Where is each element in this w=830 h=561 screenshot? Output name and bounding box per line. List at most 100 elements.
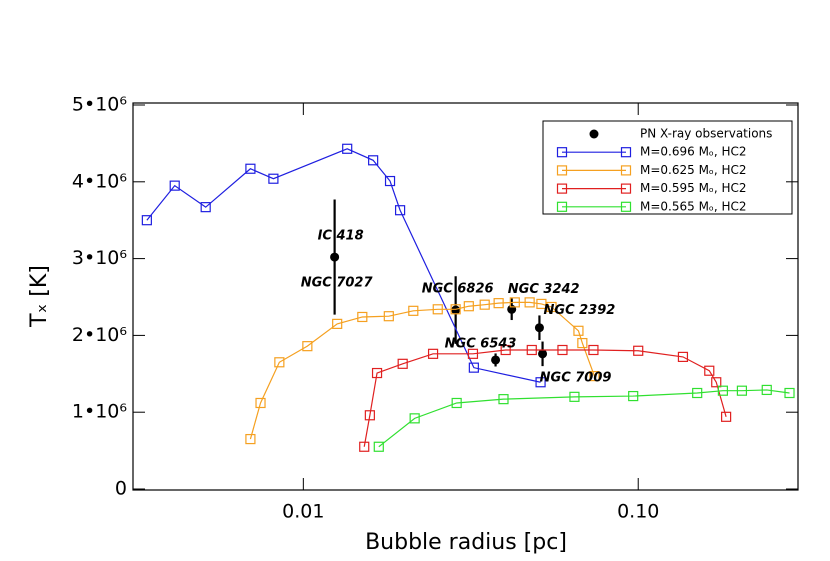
data-point (677, 351, 689, 363)
legend-label: M=0.625 Mₒ, HC2 (640, 163, 747, 177)
annotation: NGC 2392 (544, 303, 616, 318)
data-point (342, 143, 353, 154)
data-point (384, 175, 396, 187)
data-point (245, 433, 256, 445)
legend-marker (556, 165, 568, 176)
y-tick-label: 3•10⁶ (72, 247, 127, 269)
data-point (761, 384, 772, 396)
data-point (588, 344, 599, 356)
data-point (491, 355, 501, 365)
data-point (589, 371, 600, 382)
data-point (509, 297, 520, 308)
data-point (704, 365, 715, 376)
data-point (330, 252, 340, 262)
legend-label: M=0.595 Mₒ, HC2 (640, 181, 747, 195)
data-point (546, 301, 557, 313)
data-point (721, 411, 732, 422)
data-point (357, 311, 368, 323)
data-point (573, 325, 584, 336)
data-point (633, 345, 644, 356)
series-line (146, 148, 541, 383)
x-tick-label: 0.01 (282, 501, 324, 523)
data-point (274, 357, 285, 368)
data-point (268, 173, 279, 184)
legend-marker (556, 201, 568, 212)
y-tick-label: 4•10⁶ (72, 170, 127, 192)
legend-marker (620, 183, 632, 194)
data-point (409, 413, 420, 424)
data-point (383, 311, 394, 322)
data-point (507, 304, 517, 314)
data-point (169, 180, 180, 191)
legend-marker (620, 201, 632, 212)
data-point (692, 387, 703, 399)
data-point (538, 349, 548, 359)
data-point (451, 305, 461, 315)
data-point (536, 298, 547, 310)
data-point (451, 397, 462, 409)
annotation: NGC 3242 (508, 282, 580, 297)
data-point (371, 367, 383, 379)
data-point (467, 348, 479, 359)
plot-area (141, 143, 795, 452)
data-point (479, 299, 490, 310)
legend-label: M=0.565 Mₒ, HC2 (640, 199, 747, 213)
y-tick-label: 0 (115, 478, 127, 500)
data-point (364, 410, 375, 421)
y-tick-label: 1•10⁶ (72, 401, 127, 423)
data-point (450, 304, 461, 315)
series-line (363, 349, 727, 447)
data-point (397, 358, 408, 369)
data-point (245, 163, 256, 174)
legend-label: PN X-ray observations (640, 127, 772, 141)
data-point (468, 362, 479, 373)
legend-marker (620, 165, 632, 176)
data-point (332, 318, 343, 329)
data-point (141, 215, 152, 226)
data-point (200, 202, 211, 213)
legend-marker (589, 129, 599, 139)
legend-marker (556, 183, 568, 194)
data-point (368, 155, 379, 166)
data-point (302, 341, 313, 352)
legend-label: M=0.696 Mₒ, HC2 (640, 145, 747, 159)
legend-marker (556, 147, 568, 158)
data-point (255, 397, 266, 409)
data-point (526, 344, 537, 356)
data-point (784, 387, 795, 399)
data-point (717, 385, 728, 396)
y-tick-label: 2•10⁶ (72, 324, 127, 346)
data-point (493, 298, 504, 309)
data-point (373, 441, 384, 452)
annotation: NGC 6543 (445, 336, 517, 351)
x-axis-label: Bubble radius [pc] (365, 530, 567, 555)
data-point (498, 394, 509, 405)
data-point (535, 377, 546, 388)
data-point (524, 297, 535, 308)
data-point (432, 304, 443, 315)
y-tick-label: 5•10⁶ (72, 94, 127, 116)
data-point (500, 344, 511, 356)
data-point (463, 301, 474, 312)
data-point (736, 385, 748, 396)
data-point (557, 344, 568, 356)
data-point (628, 390, 639, 402)
data-point (394, 205, 406, 216)
annotation: IC 418 (318, 229, 364, 244)
data-point (711, 377, 722, 388)
data-point (534, 323, 544, 333)
annotation: NGC 7009 (540, 370, 612, 385)
data-point (577, 337, 588, 349)
x-tick-label: 0.10 (617, 501, 659, 523)
legend-box (542, 120, 793, 215)
y-axis-label: Tₓ [K] (27, 265, 52, 328)
plot-frame (132, 102, 799, 491)
data-point (359, 441, 370, 452)
data-point (408, 305, 419, 316)
series-line (378, 389, 790, 448)
legend-marker (620, 147, 632, 158)
data-point (427, 348, 439, 359)
annotation: NGC 7027 (301, 276, 374, 291)
data-point (569, 391, 580, 402)
